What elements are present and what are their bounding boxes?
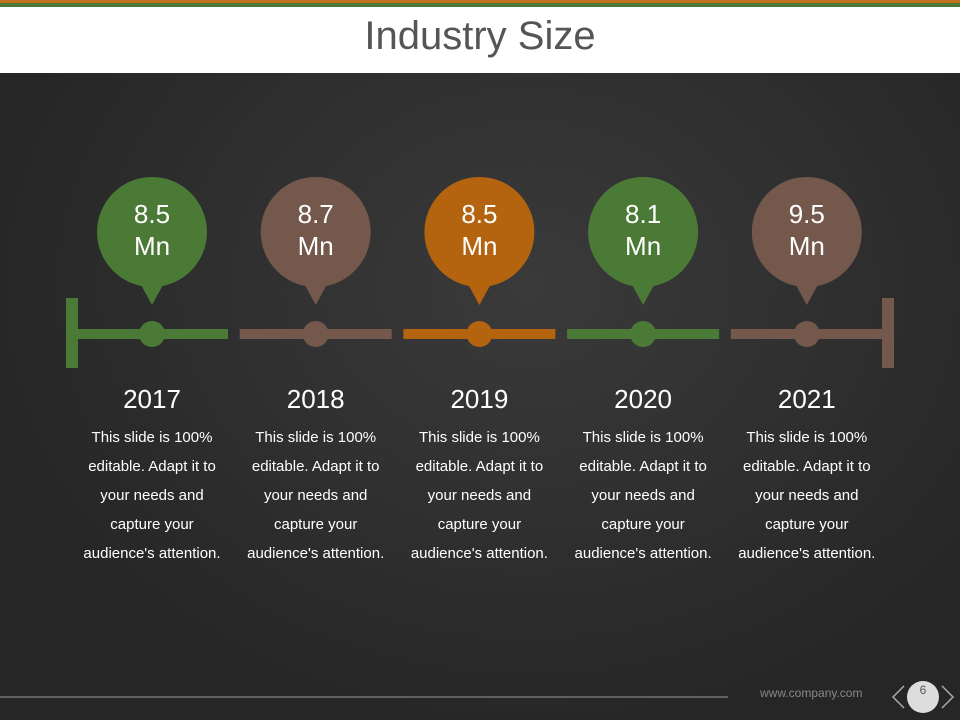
description: This slide is 100% editable. Adapt it to… — [83, 429, 221, 562]
description: This slide is 100% editable. Adapt it to… — [738, 429, 876, 562]
value-unit: Mn — [297, 231, 334, 261]
timeline-dot — [466, 321, 493, 347]
timeline-cap — [66, 298, 78, 368]
value-bubble — [794, 283, 819, 305]
value-number: 9.5 — [788, 199, 825, 229]
value-box: 8.5 Mn — [97, 198, 207, 262]
year-label: 2020 — [614, 384, 673, 414]
value-number: 8.5 — [461, 199, 498, 229]
value-box: 9.5 Mn — [752, 198, 862, 262]
timeline-dot — [139, 321, 165, 347]
page-badge — [907, 681, 939, 713]
value-bubble — [140, 283, 164, 305]
header-bar — [0, 7, 960, 73]
footer-url: www.company.com — [760, 686, 863, 700]
year-label: 2018 — [286, 384, 345, 414]
value-bubble — [97, 177, 207, 287]
year-label: 2017 — [123, 384, 181, 414]
value-bubble — [751, 177, 862, 287]
nav-arrows — [891, 685, 955, 709]
top-stripe — [0, 0, 960, 7]
page-number: 6 — [919, 683, 927, 697]
value-number: 8.5 — [133, 199, 171, 229]
value-unit: Mn — [461, 231, 498, 261]
value-unit: Mn — [625, 231, 662, 261]
value-box: 8.1 Mn — [588, 198, 698, 262]
description: This slide is 100% editable. Adapt it to… — [247, 429, 385, 562]
value-unit: Mn — [133, 231, 171, 261]
title: Industry Size — [364, 14, 596, 58]
value-box: 8.7 Mn — [261, 198, 371, 262]
value-bubble — [631, 283, 656, 305]
value-bubble — [467, 283, 492, 305]
description: This slide is 100% editable. Adapt it to… — [574, 429, 712, 562]
timeline-dot — [302, 321, 329, 347]
value-box: 8.5 Mn — [424, 198, 534, 262]
value-bubble — [588, 177, 699, 287]
timeline-dot — [793, 321, 820, 347]
value-bubble — [424, 177, 535, 287]
value-number: 8.7 — [297, 199, 334, 229]
description: This slide is 100% editable. Adapt it to… — [410, 429, 548, 562]
year-label: 2019 — [450, 384, 509, 414]
value-bubble — [303, 283, 328, 305]
value-unit: Mn — [788, 231, 825, 261]
value-number: 8.1 — [625, 199, 662, 229]
timeline-dot — [630, 321, 657, 347]
year-label: 2021 — [777, 384, 836, 414]
value-bubble — [260, 177, 371, 287]
timeline-cap — [882, 298, 894, 368]
